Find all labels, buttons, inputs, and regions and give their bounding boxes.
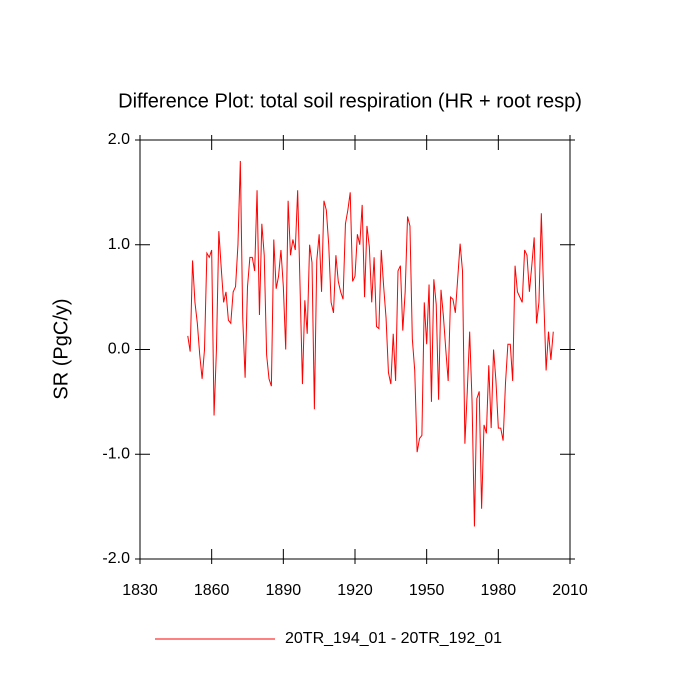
x-tick-label: 1980 — [481, 582, 517, 599]
y-axis-label: SR (PgC/y) — [50, 298, 72, 399]
y-tick-label: -1.0 — [102, 445, 130, 462]
x-tick-label: 1890 — [266, 582, 302, 599]
x-tick-label: 1950 — [409, 582, 445, 599]
y-tick-label: 0.0 — [108, 341, 130, 358]
data-line — [187, 160, 554, 527]
x-tick-label: 1920 — [337, 582, 373, 599]
x-tick-label: 1860 — [194, 582, 230, 599]
chart-title: Difference Plot: total soil respiration … — [118, 90, 582, 112]
y-tick-label: 1.0 — [108, 236, 130, 253]
x-tick-label: 2010 — [552, 582, 588, 599]
legend-label: 20TR_194_01 - 20TR_192_01 — [285, 630, 502, 647]
y-tick-label: 2.0 — [108, 131, 130, 148]
x-tick-label: 1830 — [122, 582, 158, 599]
y-tick-label: -2.0 — [102, 550, 130, 567]
